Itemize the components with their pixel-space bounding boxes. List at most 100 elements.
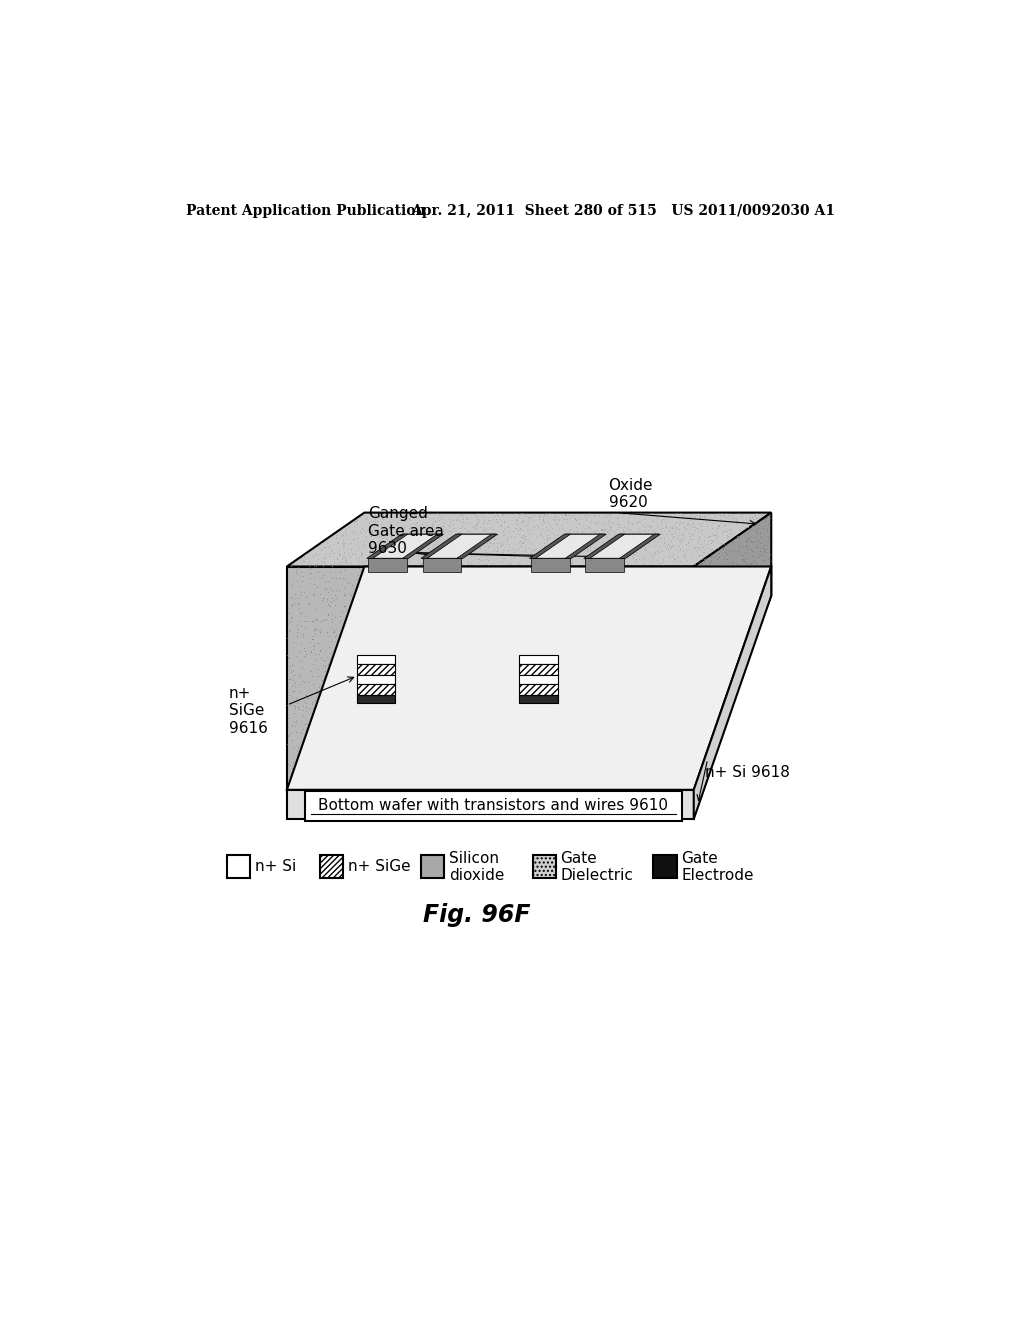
Point <box>748 610 764 631</box>
Point <box>702 529 719 550</box>
Point <box>655 622 672 643</box>
Point <box>631 706 647 727</box>
Point <box>372 632 388 653</box>
Point <box>544 540 560 561</box>
Point <box>684 624 700 645</box>
Point <box>506 503 522 524</box>
Point <box>453 760 469 781</box>
Point <box>525 572 542 593</box>
Point <box>648 644 665 665</box>
Point <box>595 678 611 700</box>
Point <box>633 660 649 681</box>
Point <box>745 615 762 636</box>
Point <box>626 525 642 546</box>
Point <box>377 605 393 626</box>
Point <box>664 772 680 793</box>
Point <box>459 562 475 583</box>
Point <box>381 598 397 619</box>
Point <box>500 539 516 560</box>
Point <box>758 589 774 610</box>
Point <box>412 506 428 527</box>
Point <box>464 642 480 663</box>
Point <box>729 634 745 655</box>
Point <box>690 503 707 524</box>
Point <box>339 770 355 791</box>
Point <box>440 532 457 553</box>
Point <box>424 508 440 529</box>
Point <box>677 533 693 554</box>
Point <box>411 656 427 677</box>
Point <box>521 638 538 659</box>
Point <box>575 548 592 569</box>
Point <box>349 510 366 531</box>
Point <box>482 543 499 564</box>
Point <box>515 750 531 771</box>
Point <box>493 598 509 619</box>
Point <box>379 751 395 772</box>
Point <box>615 539 632 560</box>
Point <box>322 648 338 669</box>
Point <box>452 504 468 525</box>
Point <box>306 583 323 605</box>
Point <box>330 755 346 776</box>
Point <box>742 636 759 657</box>
Point <box>537 503 553 524</box>
Point <box>625 556 641 577</box>
Point <box>391 742 408 763</box>
Point <box>594 759 610 780</box>
Point <box>433 508 450 529</box>
Point <box>457 603 473 624</box>
Point <box>641 532 657 553</box>
Point <box>407 536 423 557</box>
Point <box>613 659 630 680</box>
Point <box>700 525 717 546</box>
Point <box>475 756 492 777</box>
Point <box>297 544 313 565</box>
Point <box>287 696 303 717</box>
Point <box>592 734 608 755</box>
Point <box>377 640 393 661</box>
Point <box>752 557 768 578</box>
Point <box>477 743 494 764</box>
Point <box>731 660 748 681</box>
Point <box>616 630 633 651</box>
Point <box>698 606 715 627</box>
Point <box>481 692 498 713</box>
Point <box>301 556 317 577</box>
Point <box>440 508 457 529</box>
Point <box>461 653 477 675</box>
Point <box>344 574 360 595</box>
Point <box>547 535 563 556</box>
Point <box>465 597 481 618</box>
Point <box>689 597 706 618</box>
Point <box>487 721 504 742</box>
Point <box>335 568 351 589</box>
Point <box>717 697 733 718</box>
Point <box>517 506 534 527</box>
Point <box>696 672 713 693</box>
Point <box>517 636 534 657</box>
Point <box>524 539 541 560</box>
Point <box>698 602 715 623</box>
Point <box>473 525 489 546</box>
Point <box>421 759 437 780</box>
Point <box>719 626 735 647</box>
Point <box>362 525 379 546</box>
Point <box>458 743 474 764</box>
Point <box>354 560 371 581</box>
Point <box>384 627 400 648</box>
Point <box>387 535 403 556</box>
Point <box>390 725 407 746</box>
Point <box>603 605 620 626</box>
Point <box>346 657 362 678</box>
Point <box>520 606 537 627</box>
Point <box>658 655 675 676</box>
Point <box>744 508 761 529</box>
Point <box>630 704 646 725</box>
Point <box>308 644 325 665</box>
Point <box>641 543 657 564</box>
Point <box>281 725 297 746</box>
Point <box>422 593 438 614</box>
Point <box>615 589 632 610</box>
Point <box>529 566 546 587</box>
